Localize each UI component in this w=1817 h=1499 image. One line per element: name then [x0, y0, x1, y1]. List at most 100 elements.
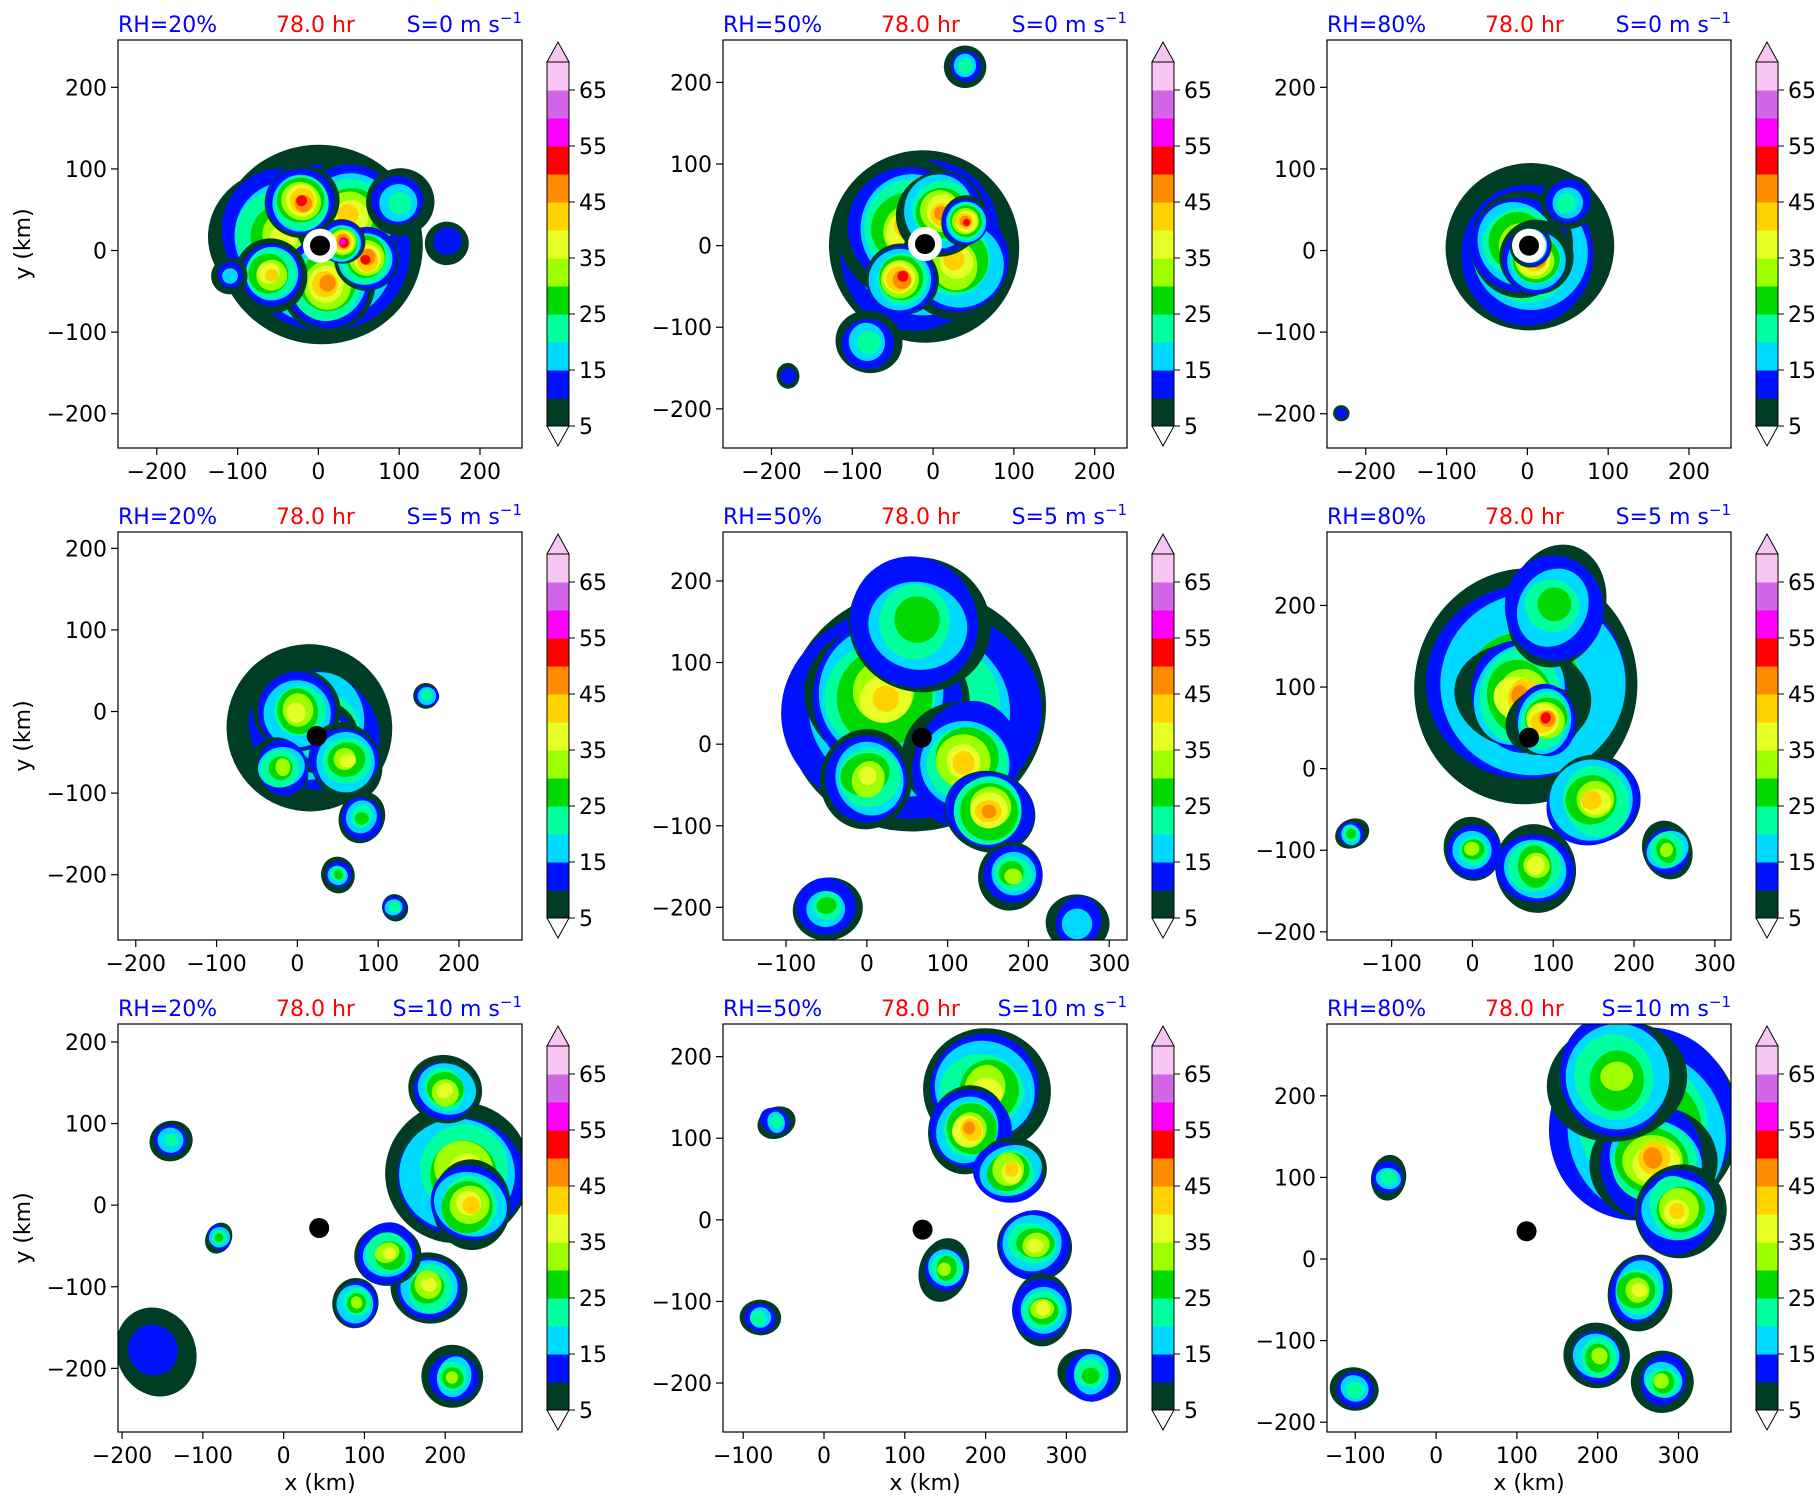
colorbar-segment — [1756, 778, 1778, 807]
colorbar-segment — [1152, 1298, 1174, 1327]
reflectivity-contour — [339, 238, 346, 246]
colorbar-segment — [1756, 1158, 1778, 1187]
reflectivity-contour — [354, 812, 369, 825]
y-tick-label: 100 — [670, 153, 712, 178]
colorbar-segment — [547, 1074, 569, 1103]
y-tick-label: 100 — [1274, 1166, 1316, 1191]
panel-3-1: −200 −100 0 100 200 200 100 0 −100 −200 RH=20% 78.0… — [11, 993, 607, 1496]
x-tick-label: −100 — [713, 1444, 773, 1469]
colorbar-segment — [547, 230, 569, 259]
colorbar-segment — [547, 610, 569, 639]
colorbar-extend-max — [1755, 1024, 1779, 1047]
reflectivity-field — [739, 1028, 1121, 1402]
reflectivity-blob — [1546, 754, 1641, 846]
colorbar-segment — [547, 174, 569, 203]
reflectivity-contour — [422, 689, 432, 701]
reflectivity-contour — [1653, 1373, 1669, 1389]
reflectivity-contour — [265, 268, 279, 282]
reflectivity-blob — [1057, 1348, 1121, 1402]
shear-label: S=10 m s−1 — [998, 993, 1127, 1022]
x-tick-label: 0 — [1465, 952, 1479, 977]
colorbar-tick-label: 5 — [579, 1399, 593, 1424]
plot-frame — [1326, 1023, 1732, 1433]
reflectivity-blob — [1504, 544, 1607, 668]
colorbar-extend-min — [546, 917, 570, 940]
reflectivity-contour — [963, 218, 971, 227]
colorbar-tick-label: 55 — [1788, 1119, 1816, 1144]
reflectivity-blob — [776, 362, 800, 389]
colorbar-segment — [547, 1046, 569, 1075]
time-label: 78.0 hr — [881, 13, 961, 38]
panel-3-2: −100 0 100 200 300 200 100 0 −100 −200 RH=50% 78.0 … — [652, 993, 1212, 1496]
y-tick-label: −100 — [1256, 839, 1316, 864]
colorbar-segment — [1756, 666, 1778, 695]
colorbar-extend-max — [1151, 532, 1175, 555]
colorbar-segment — [547, 1158, 569, 1187]
storm-center-marker — [306, 726, 327, 746]
colorbar-tick-label: 55 — [1184, 1119, 1212, 1144]
y-tick-label: 0 — [93, 701, 107, 726]
x-tick-label: −100 — [1325, 1444, 1385, 1469]
colorbar: 5 15 25 35 45 55 65 — [1755, 40, 1816, 448]
colorbar-segment — [547, 370, 569, 399]
colorbar-segment — [547, 806, 569, 835]
colorbar-segment — [547, 722, 569, 751]
y-tick-label: −100 — [47, 782, 107, 807]
colorbar-segment — [547, 342, 569, 371]
reflectivity-contour — [1631, 1283, 1648, 1297]
colorbar-tick-label: 55 — [1788, 627, 1816, 652]
x-tick-label: −200 — [92, 1444, 152, 1469]
shear-label: S=10 m s−1 — [1602, 993, 1731, 1022]
reflectivity-contour — [436, 1083, 454, 1099]
colorbar-segment — [547, 1102, 569, 1131]
plot-frame — [722, 1023, 1128, 1433]
colorbar-tick-label: 45 — [579, 683, 607, 708]
y-tick-label: −200 — [1256, 403, 1316, 428]
colorbar-segment — [1756, 62, 1778, 91]
y-tick-label: 200 — [670, 1046, 712, 1071]
reflectivity-contour — [1004, 1161, 1019, 1177]
x-tick-label: 100 — [357, 952, 399, 977]
colorbar-tick-label: 65 — [579, 79, 607, 104]
reflectivity-blob — [250, 737, 309, 802]
colorbar-tick-label: 55 — [579, 627, 607, 652]
x-tick-label: 200 — [965, 1444, 1007, 1469]
x-tick-label: 0 — [277, 1444, 291, 1469]
y-tick-label: −100 — [47, 1276, 107, 1301]
x-tick-label: 300 — [1694, 952, 1736, 977]
reflectivity-contour — [275, 758, 291, 777]
reflectivity-blob — [1443, 816, 1502, 881]
y-tick-label: −100 — [652, 1290, 712, 1315]
x-tick-label: −200 — [1336, 460, 1396, 485]
reflectivity-contour — [769, 1115, 784, 1128]
reflectivity-contour — [339, 754, 357, 768]
reflectivity-blob — [943, 45, 987, 89]
colorbar-tick-label: 25 — [1788, 1287, 1816, 1312]
reflectivity-blob — [792, 877, 863, 940]
colorbar-segment — [547, 398, 569, 427]
colorbar-segment — [547, 582, 569, 611]
time-label: 78.0 hr — [881, 505, 961, 530]
colorbar-segment — [1756, 202, 1778, 231]
reflectivity-blob — [1630, 1350, 1694, 1413]
plot-frame — [1326, 531, 1732, 941]
time-label: 78.0 hr — [1485, 13, 1565, 38]
reflectivity-contour — [1061, 908, 1093, 940]
colorbar-segment — [1152, 118, 1174, 147]
reflectivity-contour — [1346, 828, 1357, 839]
reflectivity-blob — [211, 257, 248, 295]
colorbar-frame — [1151, 553, 1175, 919]
storm-center-marker — [1519, 727, 1539, 748]
colorbar-tick-label: 35 — [1184, 247, 1212, 272]
colorbar-segment — [1756, 1130, 1778, 1159]
x-tick-label: 200 — [424, 1444, 466, 1469]
colorbar-tick-label: 25 — [1184, 303, 1212, 328]
colorbar-segment — [1152, 1130, 1174, 1159]
time-label: 78.0 hr — [1485, 997, 1565, 1022]
shear-label: S=5 m s−1 — [407, 501, 522, 530]
shear-label: S=0 m s−1 — [1012, 9, 1127, 38]
y-tick-label: −100 — [47, 321, 107, 346]
colorbar-segment — [1152, 1046, 1174, 1075]
colorbar-segment — [547, 1270, 569, 1299]
colorbar-segment — [1756, 1046, 1778, 1075]
